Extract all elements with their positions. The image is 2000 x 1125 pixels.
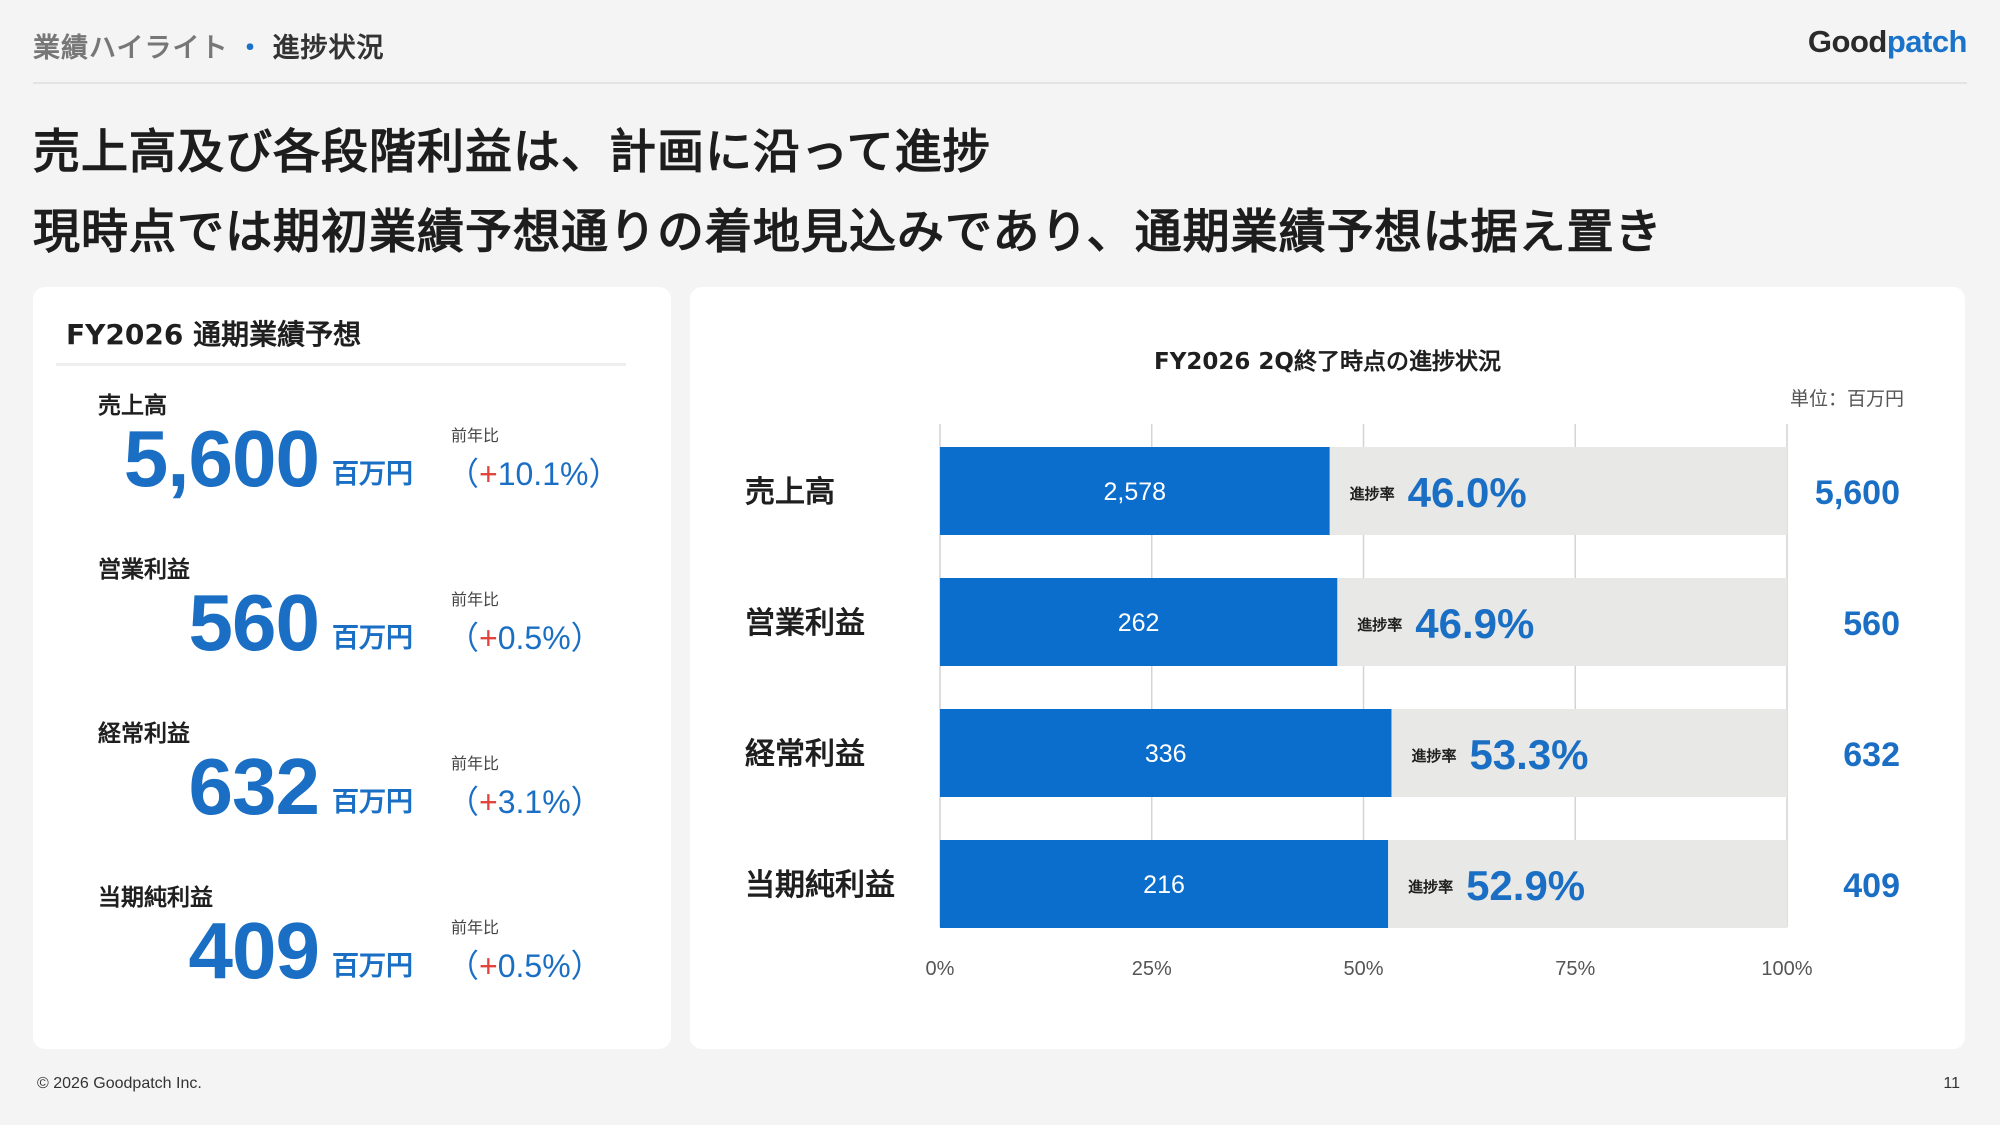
forecast-item-value: 5,600 bbox=[123, 414, 320, 503]
actual-bar bbox=[940, 840, 1389, 928]
actual-value-label: 2,578 bbox=[1104, 478, 1167, 506]
progress-rate-value: 52.9% bbox=[1466, 862, 1585, 909]
progress-bar-chart: 売上高 2,578 進捗率 46.0% 5,600 営業利益 262 進捗率 46.9% 560 経… bbox=[745, 424, 1900, 980]
forecast-item-yoy-label: 前年比 bbox=[451, 754, 500, 773]
actual-value-label: 216 bbox=[1143, 871, 1185, 899]
actual-bar bbox=[940, 447, 1330, 535]
forecast-title: FY2026 通期業績予想 bbox=[66, 318, 362, 351]
yoy-open-paren: （ bbox=[447, 948, 480, 984]
forecast-item-unit: 百万円 bbox=[332, 459, 413, 490]
yoy-open-paren: （ bbox=[447, 784, 480, 820]
forecast-item-ordinary-profit: 経常利益 632 百万円 前年比 （+3.1%） bbox=[33, 714, 671, 874]
yoy-open-paren: （ bbox=[447, 620, 480, 656]
yoy-sign: + bbox=[479, 784, 498, 820]
x-tick-label: 50% bbox=[1343, 958, 1383, 980]
forecast-item-yoy: （+3.1%） bbox=[447, 777, 603, 823]
progress-rate-caption: 進捗率 bbox=[1411, 747, 1456, 765]
forecast-item-yoy: （+0.5%） bbox=[447, 941, 603, 987]
actual-value-label: 336 bbox=[1145, 740, 1187, 768]
plan-total-label: 560 bbox=[1843, 605, 1900, 643]
yoy-sign: + bbox=[479, 620, 498, 656]
progress-rate-caption: 進捗率 bbox=[1408, 878, 1453, 896]
progress-rate-caption: 進捗率 bbox=[1357, 616, 1402, 634]
yoy-value: 0.5% bbox=[497, 948, 571, 984]
headline-line-1: 売上高及び各段階利益は、計画に沿って進捗 bbox=[33, 125, 991, 180]
category-label: 営業利益 bbox=[745, 606, 865, 641]
chart-unit-label: 単位：百万円 bbox=[1789, 388, 1904, 410]
forecast-item-unit: 百万円 bbox=[332, 623, 413, 654]
plan-total-label: 632 bbox=[1843, 736, 1900, 774]
header-divider bbox=[33, 82, 1967, 84]
footer-copyright: © 2026 Goodpatch Inc. bbox=[37, 1075, 202, 1092]
forecast-item-name: 営業利益 bbox=[98, 557, 190, 583]
forecast-item-yoy: （+0.5%） bbox=[447, 613, 603, 659]
breadcrumb-separator: ・ bbox=[236, 33, 265, 64]
forecast-item-name: 売上高 bbox=[98, 393, 167, 419]
forecast-item-value: 632 bbox=[188, 742, 320, 831]
forecast-item-unit: 百万円 bbox=[332, 951, 413, 982]
forecast-item-net-income: 当期純利益 409 百万円 前年比 （+0.5%） bbox=[33, 878, 671, 1038]
breadcrumb-section: 業績ハイライト bbox=[33, 33, 229, 64]
category-label: 当期純利益 bbox=[745, 868, 895, 903]
yoy-close-paren: ） bbox=[588, 456, 621, 492]
forecast-item-value: 409 bbox=[188, 906, 320, 995]
yoy-close-paren: ） bbox=[570, 784, 603, 820]
x-tick-label: 0% bbox=[926, 958, 955, 980]
yoy-value: 10.1% bbox=[497, 456, 589, 492]
yoy-close-paren: ） bbox=[570, 620, 603, 656]
goodpatch-logo: Goodpatch bbox=[1807, 24, 1968, 60]
forecast-item-name: 経常利益 bbox=[98, 721, 190, 747]
progress-rate-value: 46.9% bbox=[1415, 600, 1534, 647]
forecast-item-yoy-label: 前年比 bbox=[451, 918, 500, 937]
progress-rate-caption: 進捗率 bbox=[1350, 485, 1395, 503]
yoy-value: 3.1% bbox=[497, 784, 571, 820]
x-tick-label: 75% bbox=[1555, 958, 1595, 980]
x-tick-label: 25% bbox=[1132, 958, 1172, 980]
chart-title: FY2026 2Q終了時点の進捗状況 bbox=[1154, 349, 1501, 375]
progress-rate-value: 46.0% bbox=[1408, 469, 1527, 516]
page-headline: 売上高及び各段階利益は、計画に沿って進捗 現時点では期初業績予想通りの着地見込み… bbox=[33, 113, 1663, 273]
yoy-close-paren: ） bbox=[570, 948, 603, 984]
breadcrumb: 業績ハイライト・進捗状況 bbox=[33, 26, 384, 65]
yoy-sign: + bbox=[479, 948, 498, 984]
progress-rate-value: 53.3% bbox=[1469, 731, 1588, 778]
breadcrumb-current: 進捗状況 bbox=[272, 33, 385, 64]
forecast-item-yoy-label: 前年比 bbox=[451, 426, 500, 445]
headline-line-2: 現時点では期初業績予想通りの着地見込みであり、通期業績予想は据え置き bbox=[33, 205, 1663, 260]
x-tick-label: 100% bbox=[1761, 958, 1812, 980]
forecast-item-name: 当期純利益 bbox=[98, 885, 213, 911]
forecast-item-unit: 百万円 bbox=[332, 787, 413, 818]
logo-accent: patch bbox=[1886, 24, 1968, 59]
progress-chart-card: FY2026 2Q終了時点の進捗状況 単位：百万円 売上高 2,578 進捗率 46.… bbox=[690, 287, 1965, 1049]
forecast-divider bbox=[56, 363, 626, 366]
actual-bar bbox=[940, 578, 1338, 666]
yoy-value: 0.5% bbox=[497, 620, 571, 656]
plan-total-label: 5,600 bbox=[1815, 474, 1900, 512]
forecast-item-operating-profit: 営業利益 560 百万円 前年比 （+0.5%） bbox=[33, 550, 671, 710]
forecast-item-value: 560 bbox=[188, 578, 320, 667]
page-number: 11 bbox=[1943, 1075, 1960, 1092]
actual-bar bbox=[940, 709, 1392, 797]
forecast-card: FY2026 通期業績予想 売上高 5,600 百万円 前年比 （+10.1%）… bbox=[33, 287, 671, 1049]
forecast-item-yoy: （+10.1%） bbox=[447, 449, 620, 495]
actual-value-label: 262 bbox=[1118, 609, 1160, 637]
category-label: 経常利益 bbox=[745, 737, 865, 772]
forecast-item-revenue: 売上高 5,600 百万円 前年比 （+10.1%） bbox=[33, 386, 671, 546]
yoy-sign: + bbox=[479, 456, 498, 492]
plan-total-label: 409 bbox=[1843, 867, 1900, 905]
forecast-item-yoy-label: 前年比 bbox=[451, 590, 500, 609]
logo-prefix: Good bbox=[1807, 24, 1887, 59]
category-label: 売上高 bbox=[745, 475, 835, 510]
yoy-open-paren: （ bbox=[447, 456, 480, 492]
